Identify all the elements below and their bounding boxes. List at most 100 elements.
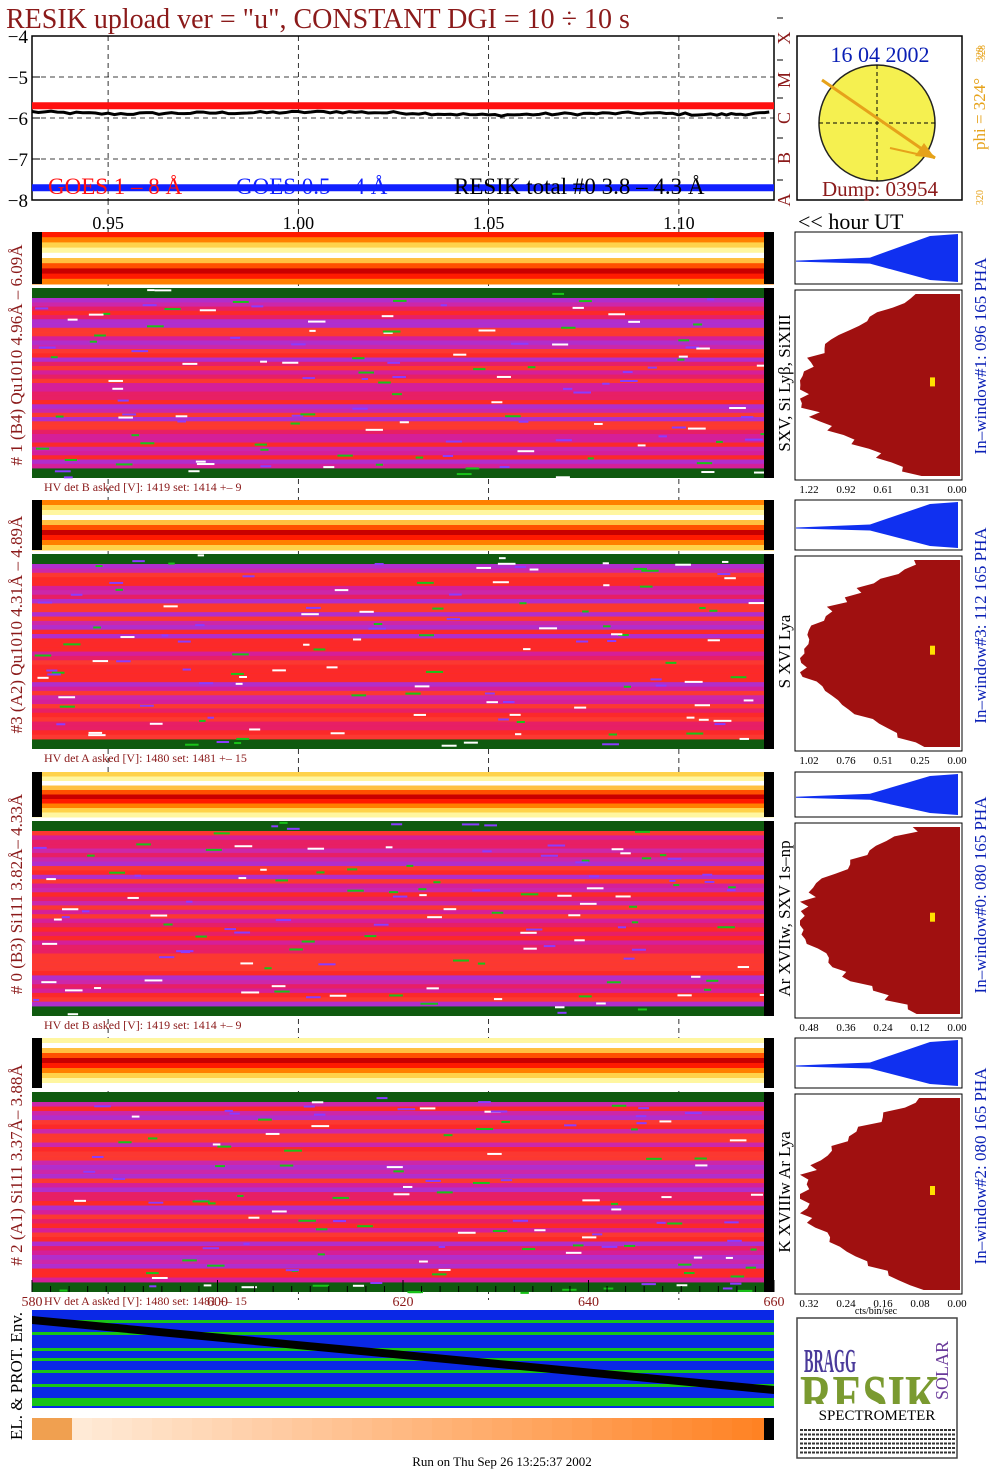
spectrogram-speck <box>523 947 537 950</box>
pha-window-label: In–window#1: 096 165 PHA <box>971 257 990 455</box>
detector-profile-strip <box>32 232 774 285</box>
spectrogram-speck <box>91 1155 104 1158</box>
spectrogram-row <box>32 988 774 994</box>
detector-label: # 2 (A1) Si111 3.37Å– 3.88Å <box>7 1064 26 1266</box>
spectrogram-speck <box>249 728 261 731</box>
hour-axis-ticks: 0.95 1.00 1.05 1.10 <box>92 213 694 233</box>
spectrogram-speck <box>47 673 61 676</box>
env-green-band <box>32 1348 774 1351</box>
spectrogram-row <box>32 572 774 578</box>
spectral-lines-label: K XVIIIw Ar Lya <box>775 1131 794 1253</box>
env-strip-segment <box>172 1418 193 1440</box>
env-strip-segment <box>492 1418 513 1440</box>
spectrogram-row <box>32 357 774 363</box>
env-strip-segment <box>732 1418 753 1440</box>
spectrogram-row <box>32 585 774 591</box>
pha-tick-label: 0.31 <box>910 484 929 496</box>
detector-spectrogram <box>32 1092 774 1294</box>
y-tick-label: −6 <box>8 109 28 130</box>
spectrogram-speck <box>37 676 49 679</box>
spectrogram-speck <box>419 634 435 637</box>
spectrogram-row <box>32 391 774 397</box>
spectrogram-row <box>32 361 774 367</box>
env-strip-segment <box>192 1418 213 1440</box>
pha-window-marker <box>930 1186 935 1195</box>
env-strip-segment <box>112 1418 133 1440</box>
spectrogram-row <box>32 607 774 613</box>
spectrogram-speck <box>473 368 486 371</box>
spectrogram-speck <box>248 1216 260 1219</box>
run-timestamp: Run on Thu Sep 26 13:25:37 2002 <box>412 1454 592 1469</box>
spectrogram-row <box>32 590 774 596</box>
spectrogram-speck <box>88 731 103 734</box>
spectrogram-speck <box>623 957 635 960</box>
bottom-tick-label: 600 <box>207 1295 228 1310</box>
spectrogram-speck <box>388 891 399 894</box>
spectrogram-speck <box>63 643 81 646</box>
spectrogram-speck <box>582 610 589 613</box>
spectrogram-speck <box>603 625 611 628</box>
flare-class-A: A <box>774 194 794 207</box>
spectrogram-speck <box>442 454 454 457</box>
env-strip-segment <box>652 1418 673 1440</box>
spectrogram-speck <box>351 694 367 697</box>
spectrogram-speck <box>332 1196 349 1199</box>
spectrogram-speck <box>547 844 566 847</box>
legend-goes-short: GOES 0.5 – 4 Å <box>236 174 388 199</box>
spectrogram-speck <box>393 1170 404 1173</box>
spectrogram-row <box>32 1205 774 1211</box>
y-tick-label: −7 <box>8 150 28 171</box>
pha-tick-label: 0.36 <box>836 1022 856 1034</box>
spectrogram-speck <box>393 1193 410 1196</box>
spectrogram-speck <box>231 672 244 675</box>
pha-tick-label: 0.24 <box>873 1022 893 1034</box>
spectrogram-speck <box>419 894 427 897</box>
spectrogram-speck <box>64 989 83 992</box>
spectrogram-speck <box>58 696 76 699</box>
pha-main-distribution <box>800 827 960 1014</box>
spectrogram-speck <box>502 700 515 703</box>
spectrogram-speck <box>337 454 353 457</box>
spectrogram-speck <box>149 722 163 725</box>
spectrogram-row <box>32 408 774 414</box>
spectrogram-row <box>32 874 774 880</box>
spectrogram-row <box>32 892 774 898</box>
spectrogram-speck <box>574 939 585 942</box>
spectrogram-speck <box>132 560 145 563</box>
spectrogram-row <box>32 887 774 893</box>
spectrogram-speck <box>196 463 215 466</box>
spectrogram-row <box>32 734 774 740</box>
spectrogram-row <box>32 949 774 954</box>
spectrogram-speck <box>618 634 629 637</box>
spectrogram-speck <box>83 1170 96 1173</box>
pha-tick-label: 0.48 <box>799 1022 819 1034</box>
spectrogram-speck <box>46 669 58 672</box>
spectrogram-row <box>32 616 774 622</box>
env-strip-segment <box>372 1418 393 1440</box>
spectrogram-speck <box>54 470 71 473</box>
spectrogram-speck <box>573 391 591 394</box>
spectrogram-speck <box>579 902 597 905</box>
spectrogram-speck <box>46 878 56 881</box>
figure-title: RESIK upload ver = "u", CONSTANT DGI = 1… <box>6 4 630 35</box>
spectrogram-speck <box>94 987 102 990</box>
spectrogram-speck <box>684 680 703 683</box>
spectrogram-speck <box>289 948 303 951</box>
env-strip-segment <box>712 1418 733 1440</box>
orientation-arrow-shaft <box>821 78 936 160</box>
spectrogram-row <box>32 896 774 902</box>
spectrogram-row <box>32 366 774 371</box>
spectrogram-speck <box>149 1285 157 1288</box>
strip-band <box>32 510 774 516</box>
spectrogram-speck <box>318 963 336 966</box>
spectrogram-row <box>32 1138 774 1143</box>
env-strip-segment <box>312 1418 333 1440</box>
spectrogram-speck <box>375 463 383 466</box>
spectrogram-speck <box>433 881 441 884</box>
spectrogram-speck <box>59 705 75 708</box>
spectrogram-speck <box>286 827 300 830</box>
spectrogram-row <box>32 704 774 709</box>
spectrogram-speck <box>445 440 462 443</box>
spectrogram-speck <box>203 1284 212 1287</box>
spectrogram-row <box>32 412 774 418</box>
